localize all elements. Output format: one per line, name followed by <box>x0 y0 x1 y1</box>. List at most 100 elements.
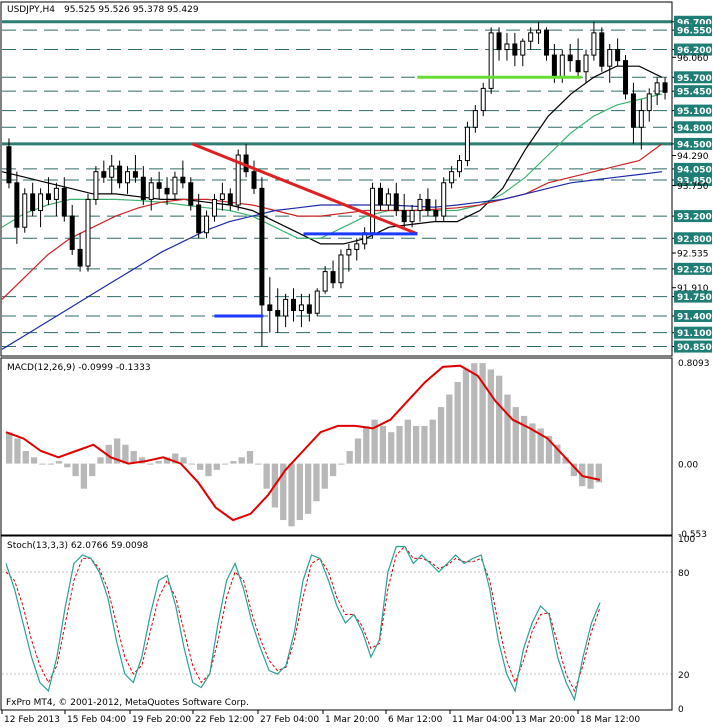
macd-histogram-bar <box>97 457 104 464</box>
candle-body <box>623 60 629 95</box>
macd-histogram-bar <box>471 363 478 464</box>
macd-histogram-bar <box>255 463 262 465</box>
candle-body <box>504 43 510 51</box>
candle-body <box>638 110 644 128</box>
time-tick-label: 1 Mar 20:00 <box>325 715 380 725</box>
macd-tick-label: -0.553 <box>678 530 707 540</box>
price-label-box: 90.850 <box>674 340 712 353</box>
candle-body <box>480 87 486 112</box>
candle-body <box>219 193 225 200</box>
panel-frame <box>0 357 673 536</box>
candle-body <box>385 193 391 206</box>
macd-histogram-bar <box>6 432 13 464</box>
macd-histogram-bar <box>197 463 204 470</box>
price-label-box: 93.850 <box>674 174 712 187</box>
macd-histogram-bar <box>22 451 29 464</box>
candle-body <box>204 215 210 234</box>
candle-body <box>330 271 336 284</box>
price-label-text: 95.450 <box>677 88 712 98</box>
macd-histogram-bar <box>30 457 38 464</box>
price-label-box: 93.200 <box>674 210 712 223</box>
macd-histogram-bar <box>205 463 212 477</box>
time-axis: 12 Feb 2013 15 Feb 04:00 19 Feb 20:00 22 Fe… <box>1 710 640 725</box>
macd-header: MACD(12,26,9) -0.0999 -0.1333 <box>7 363 151 373</box>
macd-histogram-bar <box>163 457 171 464</box>
price-label-bg <box>674 137 712 150</box>
macd-histogram-bar <box>188 463 196 465</box>
price-label-box: 94.800 <box>674 121 712 134</box>
macd-histogram-bar <box>305 463 312 514</box>
macd-histogram-bar <box>213 463 220 470</box>
candle-body <box>14 182 20 228</box>
macd-histogram-bar <box>587 463 594 489</box>
candle-body <box>520 40 526 56</box>
candle-body <box>172 176 178 195</box>
price-label-bg <box>674 24 712 37</box>
candle-body <box>615 49 621 62</box>
price-label-bg <box>674 162 712 175</box>
stoch-tick-label: 80 <box>678 569 690 579</box>
price-label-box: 96.200 <box>674 43 712 56</box>
stochastic-panel <box>2 545 672 702</box>
candle-body <box>148 182 154 200</box>
candle-body <box>496 32 502 51</box>
candle-body <box>117 165 123 184</box>
macd-tick-label: 0.8093 <box>678 359 710 369</box>
trendline-annotations[interactable] <box>191 75 582 318</box>
candle-body <box>354 243 360 250</box>
red-trendline[interactable] <box>191 142 418 236</box>
macd-histogram-bar <box>504 394 511 464</box>
macd-histogram-bar <box>105 444 112 464</box>
macd-histogram-bar <box>113 438 121 464</box>
copyright-label: FxPro MT4, © 2001-2012, MetaQuotes Softw… <box>6 698 249 708</box>
price-label-bg <box>674 43 712 56</box>
candle-body <box>575 60 581 73</box>
macd-signal-line <box>5 364 601 522</box>
macd-histogram-bar <box>437 407 445 464</box>
macd-histogram-bar <box>354 438 362 464</box>
macd-histogram-bar <box>180 457 187 464</box>
candle-body <box>488 32 494 89</box>
price-label-box: 91.400 <box>674 310 712 323</box>
macd-histogram-bar <box>14 438 21 464</box>
price-label-box: 96.550 <box>674 24 712 37</box>
price-candles <box>6 21 668 347</box>
stoch-tick-label: 0 <box>678 705 684 715</box>
candle-body <box>417 198 423 212</box>
price-label-text: 93.200 <box>677 213 712 223</box>
price-tick-label: 91.910 <box>677 284 709 294</box>
price-label-text: 91.100 <box>677 329 712 339</box>
panel-frame <box>0 1 673 357</box>
candle-body <box>346 248 352 256</box>
macd-histogram-bar <box>595 463 602 483</box>
candle-body <box>377 187 383 206</box>
price-label-text: 92.800 <box>677 235 712 245</box>
macd-histogram-bar <box>379 425 387 464</box>
price-label-box: 91.100 <box>674 326 712 339</box>
price-label-text: 95.700 <box>677 74 712 84</box>
macd-histogram-bar <box>412 425 420 464</box>
candle-body <box>370 187 376 234</box>
candle-body <box>109 165 115 178</box>
macd-histogram-bar <box>288 463 295 527</box>
price-tick-label: 92.535 <box>677 250 709 260</box>
candle-body <box>132 171 138 178</box>
price-label-bg <box>674 290 712 303</box>
price-label-bg <box>674 340 712 353</box>
candle-body <box>409 210 415 223</box>
macd-histogram-bar <box>55 461 63 464</box>
candle-body <box>393 193 399 212</box>
macd-histogram-bar <box>313 463 320 502</box>
candle-body <box>551 54 557 78</box>
ma-red-line <box>1 143 663 300</box>
price-label-bg <box>674 326 712 339</box>
candle-body <box>543 29 549 56</box>
price-label-bg <box>674 232 712 245</box>
macd-histogram-bar <box>371 419 378 464</box>
candle-body <box>583 54 589 73</box>
price-label-text: 94.800 <box>677 124 712 134</box>
candle-body <box>662 82 668 93</box>
macd-histogram-bar <box>64 463 71 468</box>
macd-histogram-bar <box>462 369 470 464</box>
